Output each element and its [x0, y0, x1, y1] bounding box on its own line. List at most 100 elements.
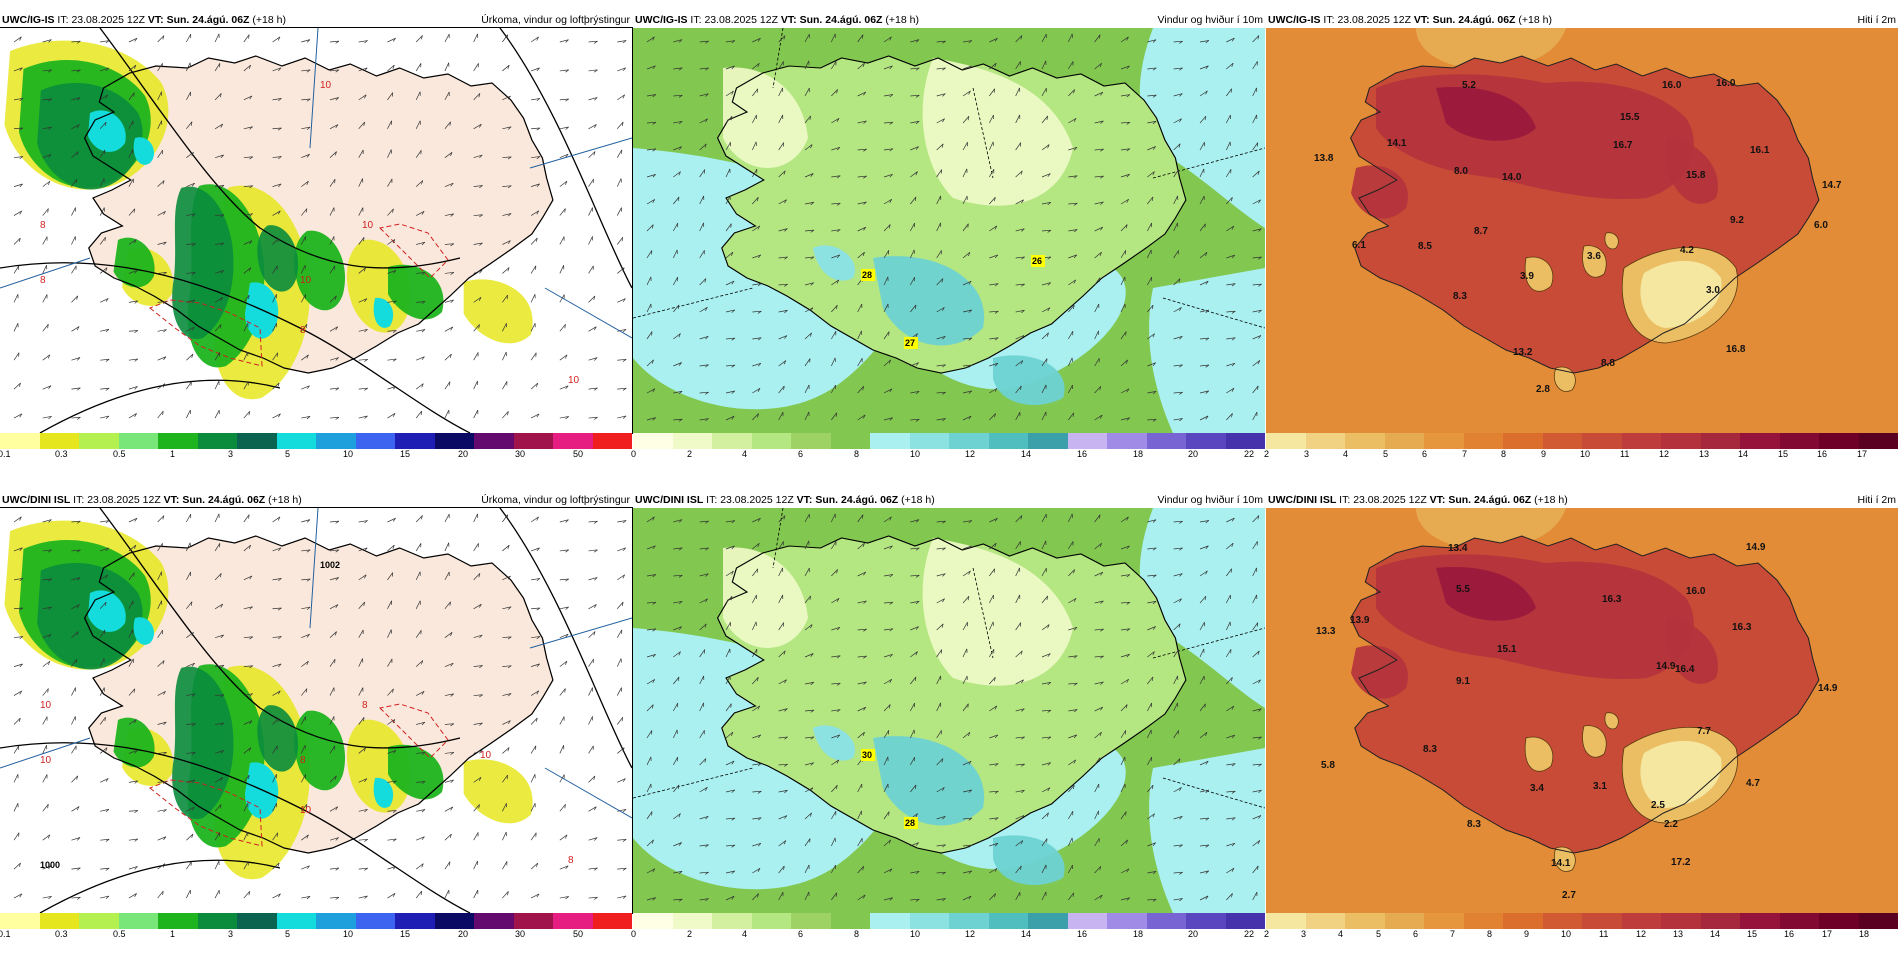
colorbar-swatch: [1503, 913, 1543, 929]
colorbar-tick-label: 0.1: [0, 449, 11, 459]
temp-value-label: 14.1: [1387, 138, 1407, 149]
colorbar-swatch: [1701, 433, 1741, 449]
colorbar-tick-label: 6: [1413, 929, 1418, 939]
temp-value-label: 9.1: [1456, 676, 1470, 687]
vt-label: VT:: [164, 494, 180, 506]
temp-value-label: 8.5: [1418, 241, 1432, 252]
colorbar-tick-label: 4: [1338, 929, 1343, 939]
colorbar-tick-label: 3: [228, 929, 233, 939]
temp-value-label: 13.2: [1513, 347, 1533, 358]
colorbar-swatch: [1780, 913, 1820, 929]
colorbar-swatch: [1028, 913, 1068, 929]
colorbar-swatch: [1503, 433, 1543, 449]
field-title: Úrkoma, vindur og loftþrýstingur: [481, 492, 630, 508]
colorbar-swatch: [1385, 433, 1425, 449]
colorbar-swatch: [910, 433, 950, 449]
colorbar-swatch: [1661, 433, 1701, 449]
temp-value-label: 14.0: [1502, 172, 1522, 183]
temp-value-label: 14.1: [1551, 858, 1571, 869]
it-label: IT:: [1323, 14, 1334, 26]
colorbar-swatch: [0, 433, 40, 449]
colorbar-tick-label: 5: [285, 929, 290, 939]
temp-value-label: 6.1: [1352, 240, 1366, 251]
temp-value-label: 8.3: [1423, 744, 1437, 755]
model-name: UWC/IG-IS: [2, 14, 55, 26]
panel-dini-wind: UWC/DINI ISL IT: 23.08.2025 12Z VT: Sun.…: [633, 492, 1265, 954]
colorbar-swatch: [198, 913, 238, 929]
panel-header: UWC/IG-IS IT: 23.08.2025 12Z VT: Sun. 24…: [1266, 12, 1898, 28]
colorbar-swatch: [1740, 913, 1780, 929]
colorbar-swatch: [673, 913, 713, 929]
it-label: IT:: [57, 14, 68, 26]
vt-label: VT:: [148, 14, 164, 26]
colorbar-tick-label: 0: [631, 449, 636, 459]
colorbar-swatch: [277, 913, 317, 929]
colorbar-swatch: [712, 433, 752, 449]
colorbar-tick-label: 10: [343, 449, 353, 459]
model-name: UWC/IG-IS: [1268, 14, 1321, 26]
colorbar: [1266, 433, 1898, 449]
colorbar-swatch: [1819, 913, 1859, 929]
temp-value-label: 8.7: [1474, 226, 1488, 237]
valid-time: Sun. 24.ágú. 06Z: [1448, 494, 1531, 506]
contour-label: 10: [300, 805, 312, 816]
temp-value-label: 14.9: [1818, 683, 1838, 694]
colorbar-tick-label: 8: [1487, 929, 1492, 939]
colorbar-swatch: [316, 913, 356, 929]
panel-dini-temp: UWC/DINI ISL IT: 23.08.2025 12Z VT: Sun.…: [1266, 492, 1898, 954]
colorbar-swatch: [0, 913, 40, 929]
colorbar-swatch: [949, 913, 989, 929]
temp-value-label: 16.0: [1716, 78, 1736, 89]
colorbar-swatch: [831, 433, 871, 449]
colorbar-swatch: [1622, 913, 1662, 929]
colorbar-swatch: [870, 913, 910, 929]
colorbar-swatch: [277, 433, 317, 449]
colorbar-swatch: [158, 913, 198, 929]
colorbar-tick-label: 30: [515, 929, 525, 939]
field-title: Hiti í 2m: [1857, 492, 1896, 508]
colorbar-tick-label: 13: [1673, 929, 1683, 939]
colorbar-swatch: [673, 433, 713, 449]
it-label: IT:: [690, 14, 701, 26]
colorbar-tick-label: 20: [1188, 929, 1198, 939]
temp-value-label: 3.4: [1530, 783, 1544, 794]
contour-label: 10: [40, 700, 52, 711]
colorbar-swatch: [1464, 913, 1504, 929]
colorbar-swatch: [237, 433, 277, 449]
colorbar-swatch: [1068, 433, 1108, 449]
colorbar-tick-label: 2: [687, 449, 692, 459]
colorbar-swatch: [1543, 433, 1583, 449]
colorbar-tick-label: 14: [1021, 929, 1031, 939]
colorbar-swatch: [1345, 913, 1385, 929]
colorbar-swatch: [1068, 913, 1108, 929]
colorbar: [1266, 913, 1898, 929]
colorbar-swatch: [435, 433, 475, 449]
colorbar-swatch: [1701, 913, 1741, 929]
temp-value-label: 16.1: [1750, 145, 1770, 156]
valid-time: Sun. 24.ágú. 06Z: [815, 494, 898, 506]
temp-value-label: 16.7: [1613, 140, 1633, 151]
colorbar-tick-label: 9: [1541, 449, 1546, 459]
colorbar-tick-label: 10: [1561, 929, 1571, 939]
colorbar-swatch: [474, 433, 514, 449]
colorbar-tick-label: 5: [1383, 449, 1388, 459]
colorbar-swatch: [593, 433, 633, 449]
colorbar-tick-label: 8: [854, 449, 859, 459]
colorbar-swatch: [553, 913, 593, 929]
panel-header: UWC/DINI ISL IT: 23.08.2025 12Z VT: Sun.…: [1266, 492, 1898, 508]
colorbar-swatch: [1859, 913, 1899, 929]
colorbar-swatch: [633, 913, 673, 929]
colorbar-tick-label: 10: [910, 449, 920, 459]
colorbar-swatch: [752, 433, 792, 449]
colorbar-tick-label: 0.1: [0, 929, 11, 939]
colorbar-tick-label: 10: [1580, 449, 1590, 459]
colorbar-swatch: [1622, 433, 1662, 449]
